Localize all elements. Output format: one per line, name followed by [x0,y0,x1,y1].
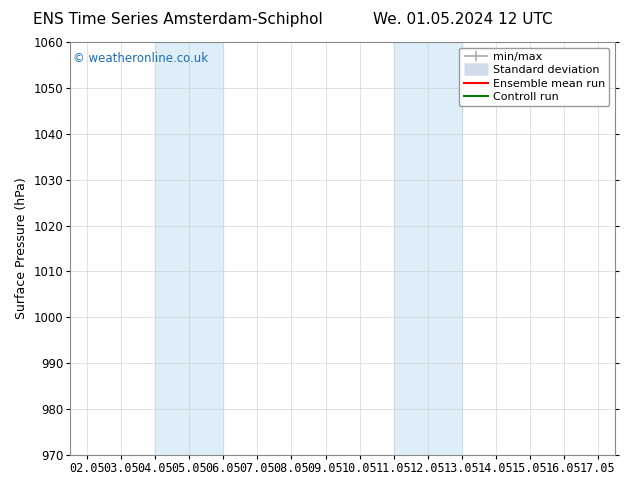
Text: We. 01.05.2024 12 UTC: We. 01.05.2024 12 UTC [373,12,553,27]
Text: ENS Time Series Amsterdam-Schiphol: ENS Time Series Amsterdam-Schiphol [32,12,323,27]
Y-axis label: Surface Pressure (hPa): Surface Pressure (hPa) [15,178,28,319]
Legend: min/max, Standard deviation, Ensemble mean run, Controll run: min/max, Standard deviation, Ensemble me… [459,48,609,106]
Bar [155,42,223,455]
Bar [394,42,462,455]
Text: © weatheronline.co.uk: © weatheronline.co.uk [73,52,208,65]
